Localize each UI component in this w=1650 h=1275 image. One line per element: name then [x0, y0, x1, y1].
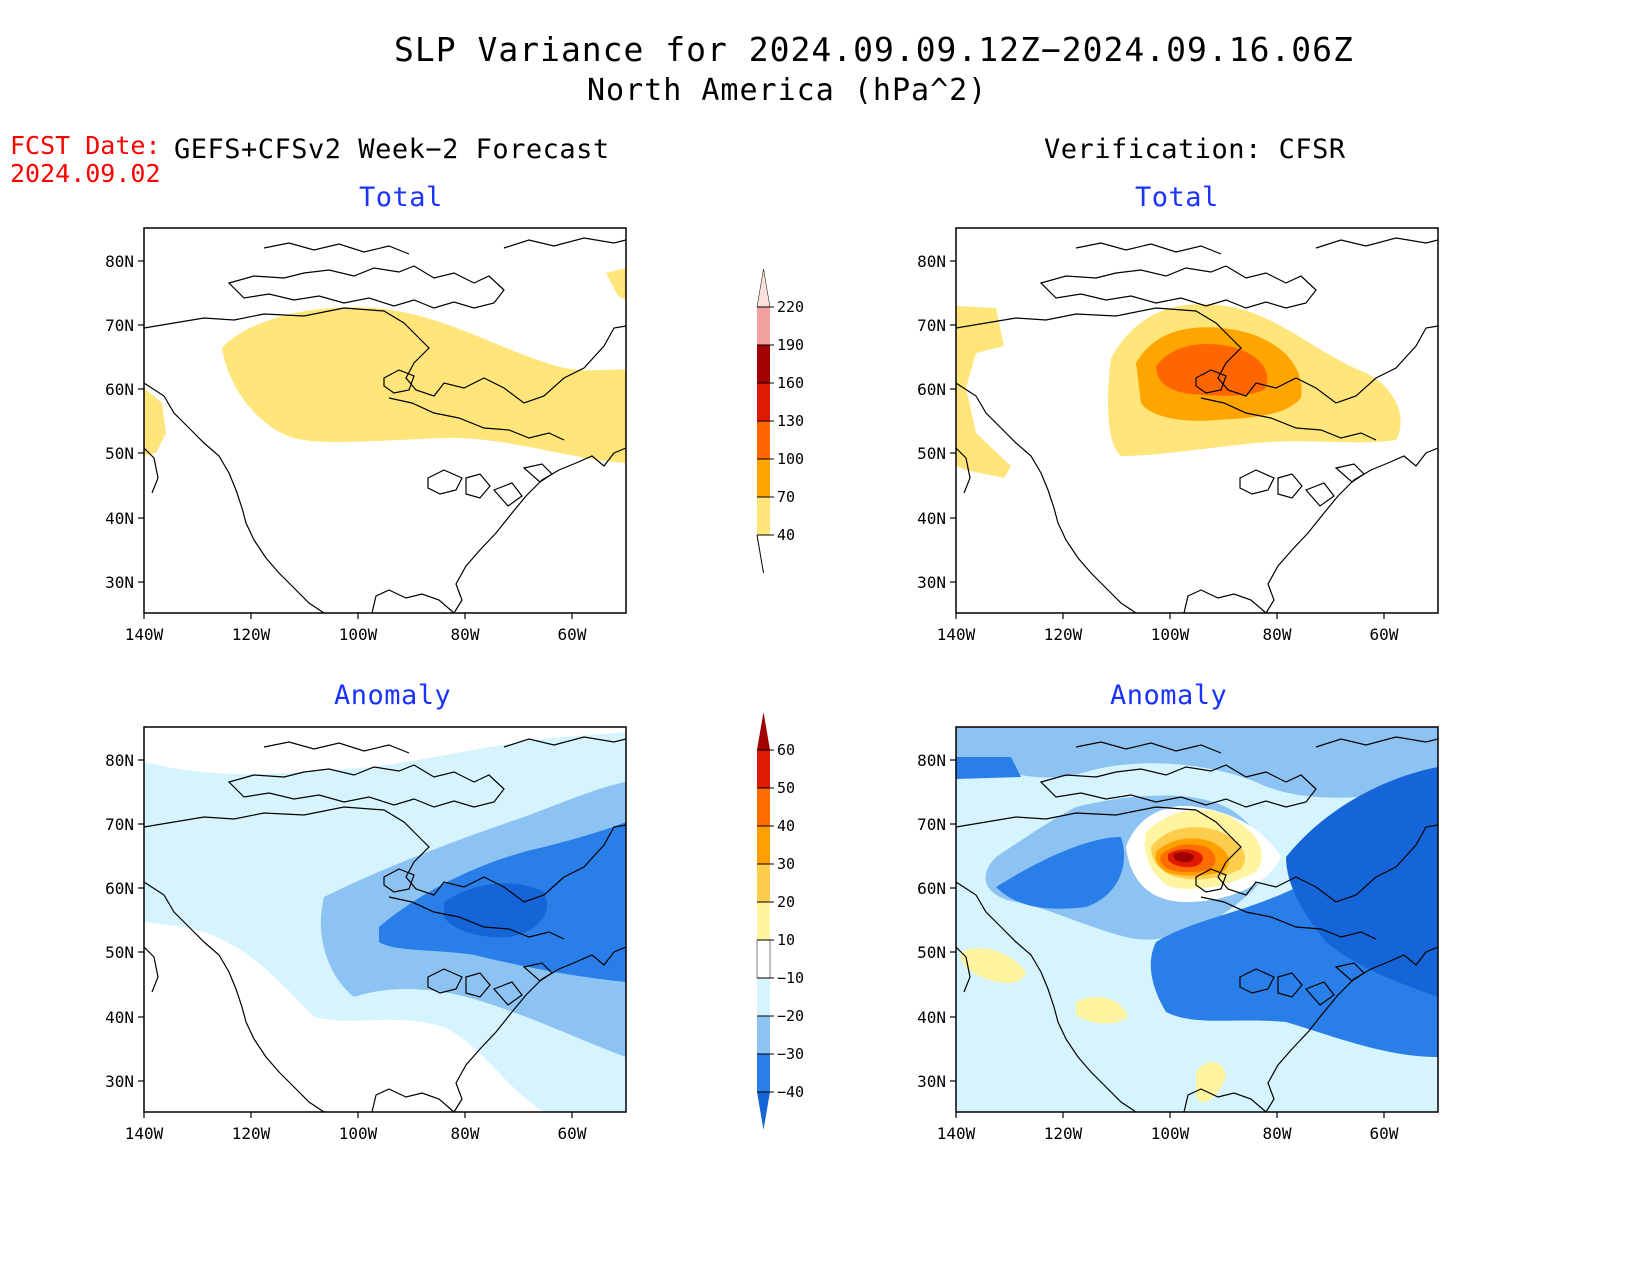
colorbar-total-label: 190	[777, 336, 804, 354]
colorbar-total-label: 160	[777, 374, 804, 392]
colorbar-anomaly-cell	[756, 939, 771, 979]
lat-tick-label: 40N	[917, 1008, 946, 1027]
figure-title: SLP Variance for 2024.09.09.12Z−2024.09.…	[394, 30, 1354, 69]
lon-tick-label: 100W	[1151, 625, 1190, 644]
colorbar-anomaly-label: −10	[777, 969, 804, 987]
verification-header: Verification: CFSR	[1044, 134, 1346, 165]
colorbar-anomaly-upper-cap	[757, 712, 770, 750]
lon-tick-label: 140W	[125, 1124, 164, 1143]
lat-tick-label: 70N	[917, 815, 946, 834]
map-verification-total	[955, 227, 1439, 614]
lon-tick-label: 100W	[1151, 1124, 1190, 1143]
colorbar-anomaly-label: 50	[777, 779, 795, 797]
lat-tick-label: 50N	[105, 943, 134, 962]
lon-tick-label: 60W	[558, 1124, 587, 1143]
lon-tick-label: 120W	[232, 625, 271, 644]
colorbar-total-cell	[757, 459, 770, 497]
colorbar-anomaly-label: 20	[777, 893, 795, 911]
fcst-date-label: FCST Date:	[10, 131, 161, 160]
lat-tick-label: 50N	[917, 444, 946, 463]
colorbar-anomaly-cell	[757, 826, 770, 864]
colorbar-anomaly-label: −30	[777, 1045, 804, 1063]
lon-tick-label: 100W	[339, 1124, 378, 1143]
colorbar-total-label: 220	[777, 298, 804, 316]
lat-tick-label: 60N	[105, 380, 134, 399]
lat-tick-label: 60N	[105, 879, 134, 898]
lon-tick-label: 80W	[451, 625, 480, 644]
panel-title-forecast-anomaly: Anomaly	[334, 680, 452, 711]
colorbar-anomaly-cell	[757, 902, 770, 940]
colorbar-anomaly-label: 40	[777, 817, 795, 835]
lon-tick-label: 80W	[451, 1124, 480, 1143]
colorbar-total-lower-cap	[756, 534, 764, 574]
axes-layer: 80N 70N 60N 50N 40N 30N 140W 120W 100W 80W 60W 80N 7…	[105, 252, 1399, 1143]
lat-tick-label: 30N	[917, 573, 946, 592]
lon-tick-label: 60W	[1370, 625, 1399, 644]
lat-tick-label: 80N	[105, 751, 134, 770]
lat-tick-label: 70N	[105, 815, 134, 834]
colorbar-anomaly-cell	[757, 978, 770, 1016]
fcst-date-value: 2024.09.02	[10, 159, 161, 188]
lon-tick-label: 80W	[1263, 625, 1292, 644]
lon-tick-label: 140W	[937, 1124, 976, 1143]
colorbar-total-label: 130	[777, 412, 804, 430]
lat-tick-label: 60N	[917, 380, 946, 399]
lat-tick-label: 80N	[917, 252, 946, 271]
lat-tick-label: 40N	[105, 1008, 134, 1027]
colorbar-total-label: 100	[777, 450, 804, 468]
colorbar-anomaly: −40 −30 −20 −10 10 20 30 40 50 60	[756, 712, 804, 1130]
panel-title-forecast-total: Total	[359, 182, 443, 213]
lon-tick-label: 100W	[339, 625, 378, 644]
colorbar-total: 40 70 100 130 160 190 220	[756, 268, 804, 574]
figure-subtitle: North America (hPa^2)	[587, 73, 988, 108]
lat-tick-label: 40N	[105, 509, 134, 528]
lat-tick-label: 80N	[917, 751, 946, 770]
lat-tick-label: 70N	[105, 316, 134, 335]
lon-tick-label: 80W	[1263, 1124, 1292, 1143]
lon-tick-label: 60W	[558, 625, 587, 644]
panel-title-verification-anomaly: Anomaly	[1110, 680, 1228, 711]
lat-tick-label: 80N	[105, 252, 134, 271]
colorbar-anomaly-cell	[757, 1016, 770, 1054]
lat-tick-label: 50N	[917, 943, 946, 962]
colorbar-total-label: 70	[777, 488, 795, 506]
forecast-header: GEFS+CFSv2 Week−2 Forecast	[174, 134, 610, 165]
colorbar-total-cell	[757, 421, 770, 459]
colorbar-total-cell	[757, 345, 770, 383]
map-forecast-total	[143, 227, 627, 614]
lon-tick-label: 60W	[1370, 1124, 1399, 1143]
colorbar-anomaly-lower-cap	[757, 1092, 770, 1130]
map-verification-anomaly	[955, 726, 1439, 1113]
lat-tick-label: 30N	[105, 1072, 134, 1091]
lat-tick-label: 30N	[105, 573, 134, 592]
colorbar-anomaly-label: 10	[777, 931, 795, 949]
lat-tick-label: 50N	[105, 444, 134, 463]
lat-tick-label: 60N	[917, 879, 946, 898]
colorbar-anomaly-label: −20	[777, 1007, 804, 1025]
lon-tick-label: 140W	[937, 625, 976, 644]
colorbar-anomaly-cell	[757, 864, 770, 902]
colorbar-anomaly-label: 60	[777, 741, 795, 759]
lon-tick-label: 140W	[125, 625, 164, 644]
map-forecast-anomaly	[143, 726, 627, 1113]
lat-tick-label: 30N	[917, 1072, 946, 1091]
lon-tick-label: 120W	[232, 1124, 271, 1143]
colorbar-anomaly-label: 30	[777, 855, 795, 873]
colorbar-total-cell	[757, 497, 770, 535]
colorbar-anomaly-label: −40	[777, 1083, 804, 1101]
lat-tick-label: 70N	[917, 316, 946, 335]
colorbar-anomaly-cell	[757, 1054, 770, 1092]
lon-tick-label: 120W	[1044, 1124, 1083, 1143]
colorbar-total-cell	[757, 307, 770, 345]
lat-tick-label: 40N	[917, 509, 946, 528]
colorbar-total-label: 40	[777, 526, 795, 544]
colorbar-anomaly-cell	[757, 750, 770, 788]
colorbar-total-cell	[757, 383, 770, 421]
panel-title-verification-total: Total	[1135, 182, 1219, 213]
lon-tick-label: 120W	[1044, 625, 1083, 644]
colorbar-total-upper-cap	[756, 268, 771, 308]
colorbar-anomaly-cell	[757, 788, 770, 826]
